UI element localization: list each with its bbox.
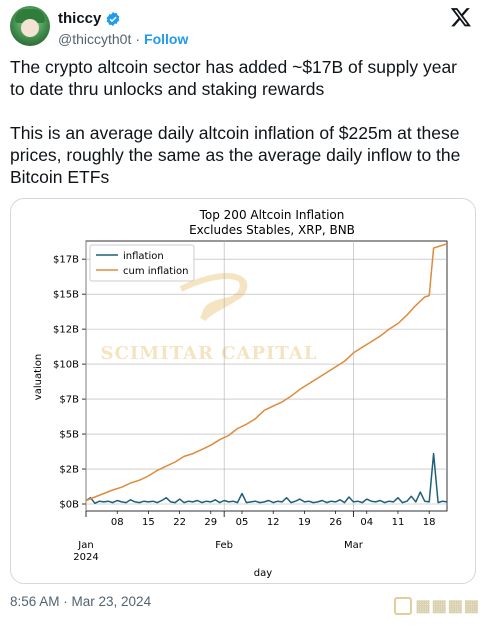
legend-label-inflation: inflation — [123, 251, 164, 262]
y-tick-label: $0B — [59, 500, 79, 511]
x-axis-label: day — [254, 568, 272, 579]
separator-dot: · — [135, 31, 141, 47]
x-tick-label: 08 — [111, 517, 124, 528]
y-tick-label: $7B — [59, 395, 79, 406]
series-line-cum-inflation — [85, 243, 448, 502]
follow-button[interactable]: Follow — [144, 31, 189, 47]
handle-row: @thiccyth0t · Follow — [58, 31, 188, 47]
x-tick-label: 26 — [329, 517, 342, 528]
verified-badge-icon — [107, 11, 120, 26]
x-tick-label: 12 — [267, 517, 280, 528]
y-tick-label: $12B — [53, 325, 79, 336]
x-tick-label: 22 — [173, 517, 186, 528]
x-tick-label: 18 — [423, 517, 436, 528]
name-row: thiccy — [58, 10, 121, 27]
tweet-paragraph: The crypto altcoin sector has added ~$17… — [10, 57, 458, 99]
chart-subtitle: Excludes Stables, XRP, BNB — [189, 223, 355, 237]
watermark-text: SCIMITAR CAPITAL — [101, 343, 318, 364]
corner-watermark: ▦▦▦▦ — [393, 596, 480, 616]
legend-box — [89, 244, 195, 282]
chart-title: Top 200 Altcoin Inflation — [199, 208, 345, 222]
y-tick-label: $15B — [53, 290, 79, 301]
y-axis-label: valuation — [33, 354, 44, 400]
chart-legend: inflation cum inflation — [89, 244, 195, 282]
tweet-header: thiccy @thiccyth0t · Follow — [10, 4, 476, 50]
avatar-hair — [15, 9, 45, 23]
inflation-chart: Top 200 Altcoin Inflation Excludes Stabl… — [33, 208, 448, 579]
tweet-text: The crypto altcoin sector has added ~$17… — [10, 56, 476, 210]
watermark-logo-icon — [393, 597, 412, 615]
chart-card[interactable]: Top 200 Altcoin Inflation Excludes Stabl… — [10, 198, 476, 584]
plot-area: $0B $2B $5B $7B $10B $12B $15B $17B 08 15 22 29 05 12… — [53, 240, 448, 563]
y-tick-label: $2B — [59, 465, 79, 476]
x-tick-label: 05 — [236, 517, 249, 528]
display-name[interactable]: thiccy — [58, 10, 102, 27]
watermark-logo-text: ▦▦▦▦ — [415, 598, 480, 615]
x-tick-label: 04 — [360, 517, 373, 528]
y-tick-label: $5B — [59, 430, 79, 441]
x-month-label: Feb — [215, 540, 233, 551]
avatar[interactable] — [10, 6, 50, 46]
x-tick-label: 29 — [204, 517, 217, 528]
x-month-label: Mar — [344, 540, 364, 551]
chart-watermark: SCIMITAR CAPITAL — [101, 273, 318, 364]
tweet-timestamp[interactable]: 8:56 AM · Mar 23, 2024 — [10, 594, 152, 609]
avatar-face — [21, 19, 39, 37]
x-tick-label: 11 — [392, 517, 405, 528]
handle[interactable]: @thiccyth0t — [58, 31, 132, 47]
x-year-label: 2024 — [73, 552, 98, 563]
legend-label-cum-inflation: cum inflation — [123, 266, 188, 277]
y-tick-label: $10B — [53, 360, 79, 371]
x-month-label: Jan — [77, 540, 93, 551]
x-logo-icon[interactable] — [450, 6, 472, 28]
y-tick-label: $17B — [53, 255, 79, 266]
x-tick-label: 15 — [142, 517, 155, 528]
series-line-inflation — [85, 452, 448, 505]
tweet-paragraph: This is an average daily altcoin inflati… — [10, 123, 461, 187]
x-tick-label: 19 — [298, 517, 311, 528]
